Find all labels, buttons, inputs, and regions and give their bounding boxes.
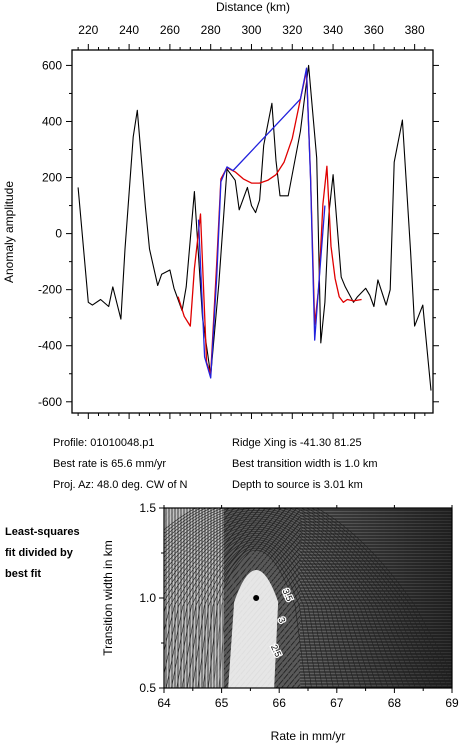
anomaly-series bbox=[77, 64, 432, 391]
plot-frame bbox=[71, 49, 434, 414]
projection-azimuth-label: Proj. Az: 48.0 deg. CW of N bbox=[53, 479, 188, 491]
misfit-contour-chart: 3.532.5 64 65 66 67 68 690.51.01.5 Rate in mm… bbox=[101, 501, 459, 743]
x-axis-title: Distance (km) bbox=[216, 0, 290, 14]
y-tick-label: 600 bbox=[42, 58, 62, 72]
width-tick-label: 0.5 bbox=[139, 681, 156, 695]
x-tick-label: 220 bbox=[78, 23, 98, 37]
rate-tick-label: 67 bbox=[330, 696, 344, 710]
top-axis-ticks: 220 240 260 280 300 320 340 360 380 600 400 200 0 -20… bbox=[38, 23, 439, 419]
x-tick-label: 260 bbox=[160, 23, 180, 37]
contour-axis-ticks: 64 65 66 67 68 69 0.5 1.0 1.5 bbox=[139, 501, 459, 710]
y-axis-title: Anomaly amplitude bbox=[2, 181, 16, 283]
width-axis-title: Transition width in km bbox=[101, 540, 115, 656]
y-tick-label: 200 bbox=[42, 171, 62, 185]
y-tick-label: -200 bbox=[38, 283, 62, 297]
best-fit-point bbox=[253, 595, 260, 601]
contour-field bbox=[164, 508, 452, 688]
y-tick-label: 400 bbox=[42, 114, 62, 128]
y-tick-label: -600 bbox=[38, 395, 62, 409]
x-tick-label: 320 bbox=[282, 23, 302, 37]
contour-label: 3 bbox=[276, 616, 287, 625]
rate-axis-title: Rate in mm/yr bbox=[271, 729, 346, 743]
x-tick-label: 380 bbox=[405, 23, 425, 37]
misfit-note-line-3: best fit bbox=[5, 568, 42, 580]
anomaly-profile-chart: Distance (km) Anomaly amplitude 220 240 26… bbox=[2, 0, 439, 419]
observed-anomaly-line bbox=[77, 64, 432, 391]
profile-label: Profile: 01010048.p1 bbox=[53, 437, 155, 449]
x-tick-label: 360 bbox=[364, 23, 384, 37]
rate-tick-label: 66 bbox=[273, 696, 287, 710]
ridge-crossing-label: Ridge Xing is -41.30 81.25 bbox=[232, 437, 362, 449]
y-tick-label: -400 bbox=[38, 339, 62, 353]
x-tick-label: 340 bbox=[323, 23, 343, 37]
x-tick-label: 240 bbox=[119, 23, 139, 37]
x-tick-label: 280 bbox=[201, 23, 221, 37]
transition-width-label: Best transition width is 1.0 km bbox=[232, 458, 378, 470]
rate-tick-label: 68 bbox=[388, 696, 402, 710]
y-tick-label: 0 bbox=[55, 227, 62, 241]
misfit-note: Least-squares fit divided by best fit bbox=[5, 522, 80, 585]
rate-tick-label: 69 bbox=[445, 696, 459, 710]
fit-anomaly-line bbox=[197, 67, 326, 379]
width-tick-label: 1.5 bbox=[139, 501, 156, 515]
x-tick-label: 300 bbox=[241, 23, 261, 37]
best-rate-label: Best rate is 65.6 mm/yr bbox=[53, 458, 167, 470]
misfit-note-line-1: Least-squares bbox=[5, 526, 80, 538]
misfit-note-line-2: fit divided by bbox=[5, 547, 73, 559]
width-tick-label: 1.0 bbox=[139, 591, 156, 605]
source-depth-label: Depth to source is 3.01 km bbox=[232, 479, 363, 491]
rate-tick-label: 64 bbox=[157, 696, 171, 710]
rate-tick-label: 65 bbox=[215, 696, 229, 710]
